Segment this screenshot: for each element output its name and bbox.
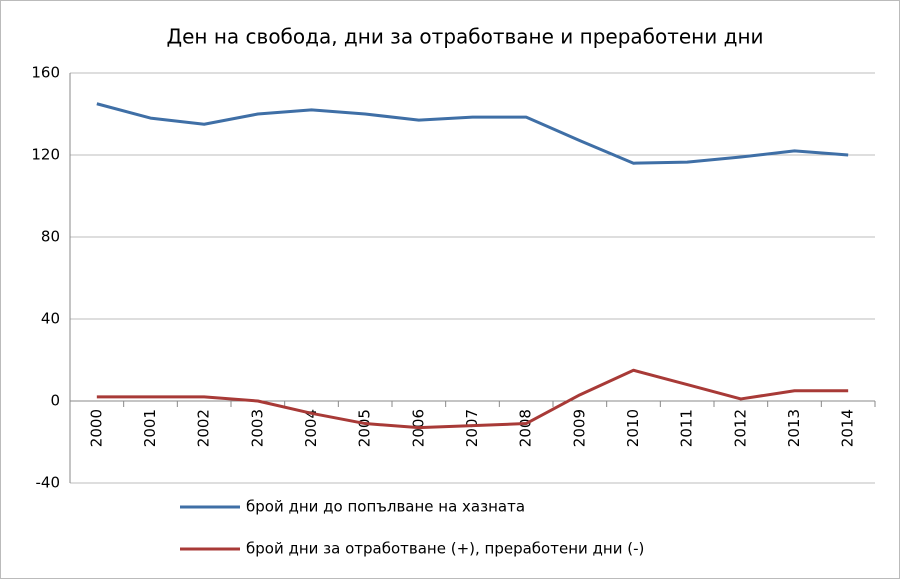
legend-label: брой дни за отработване (+), преработени… [246, 540, 644, 558]
y-tick-label: 40 [41, 310, 60, 328]
x-tick-label: 2000 [87, 409, 105, 447]
y-tick-label: -40 [36, 474, 61, 492]
x-tick-label: 2002 [195, 409, 213, 447]
y-tick-label: 160 [31, 64, 60, 82]
x-tick-label: 2011 [678, 409, 696, 447]
series-line [96, 368, 849, 430]
x-tick-label: 2014 [839, 409, 857, 447]
y-tick-label: 0 [50, 392, 60, 410]
x-tick-label: 2005 [356, 409, 374, 447]
x-tick-label: 2008 [517, 409, 535, 447]
series-line [96, 102, 849, 165]
chart-title: Ден на свобода, дни за отработване и пре… [166, 25, 763, 49]
x-tick-label: 2007 [463, 409, 481, 447]
legend-label: брой дни до попълване на хазната [246, 498, 525, 516]
y-tick-label: 80 [41, 228, 60, 246]
x-tick-label: 2001 [141, 409, 159, 447]
x-tick-label: 2004 [302, 409, 320, 447]
y-tick-label: 120 [31, 146, 60, 164]
x-tick-label: 2012 [731, 409, 749, 447]
x-tick-label: 2010 [624, 409, 642, 447]
x-tick-label: 2003 [248, 409, 266, 447]
x-tick-label: 2013 [785, 409, 803, 447]
x-tick-label: 2009 [570, 409, 588, 447]
